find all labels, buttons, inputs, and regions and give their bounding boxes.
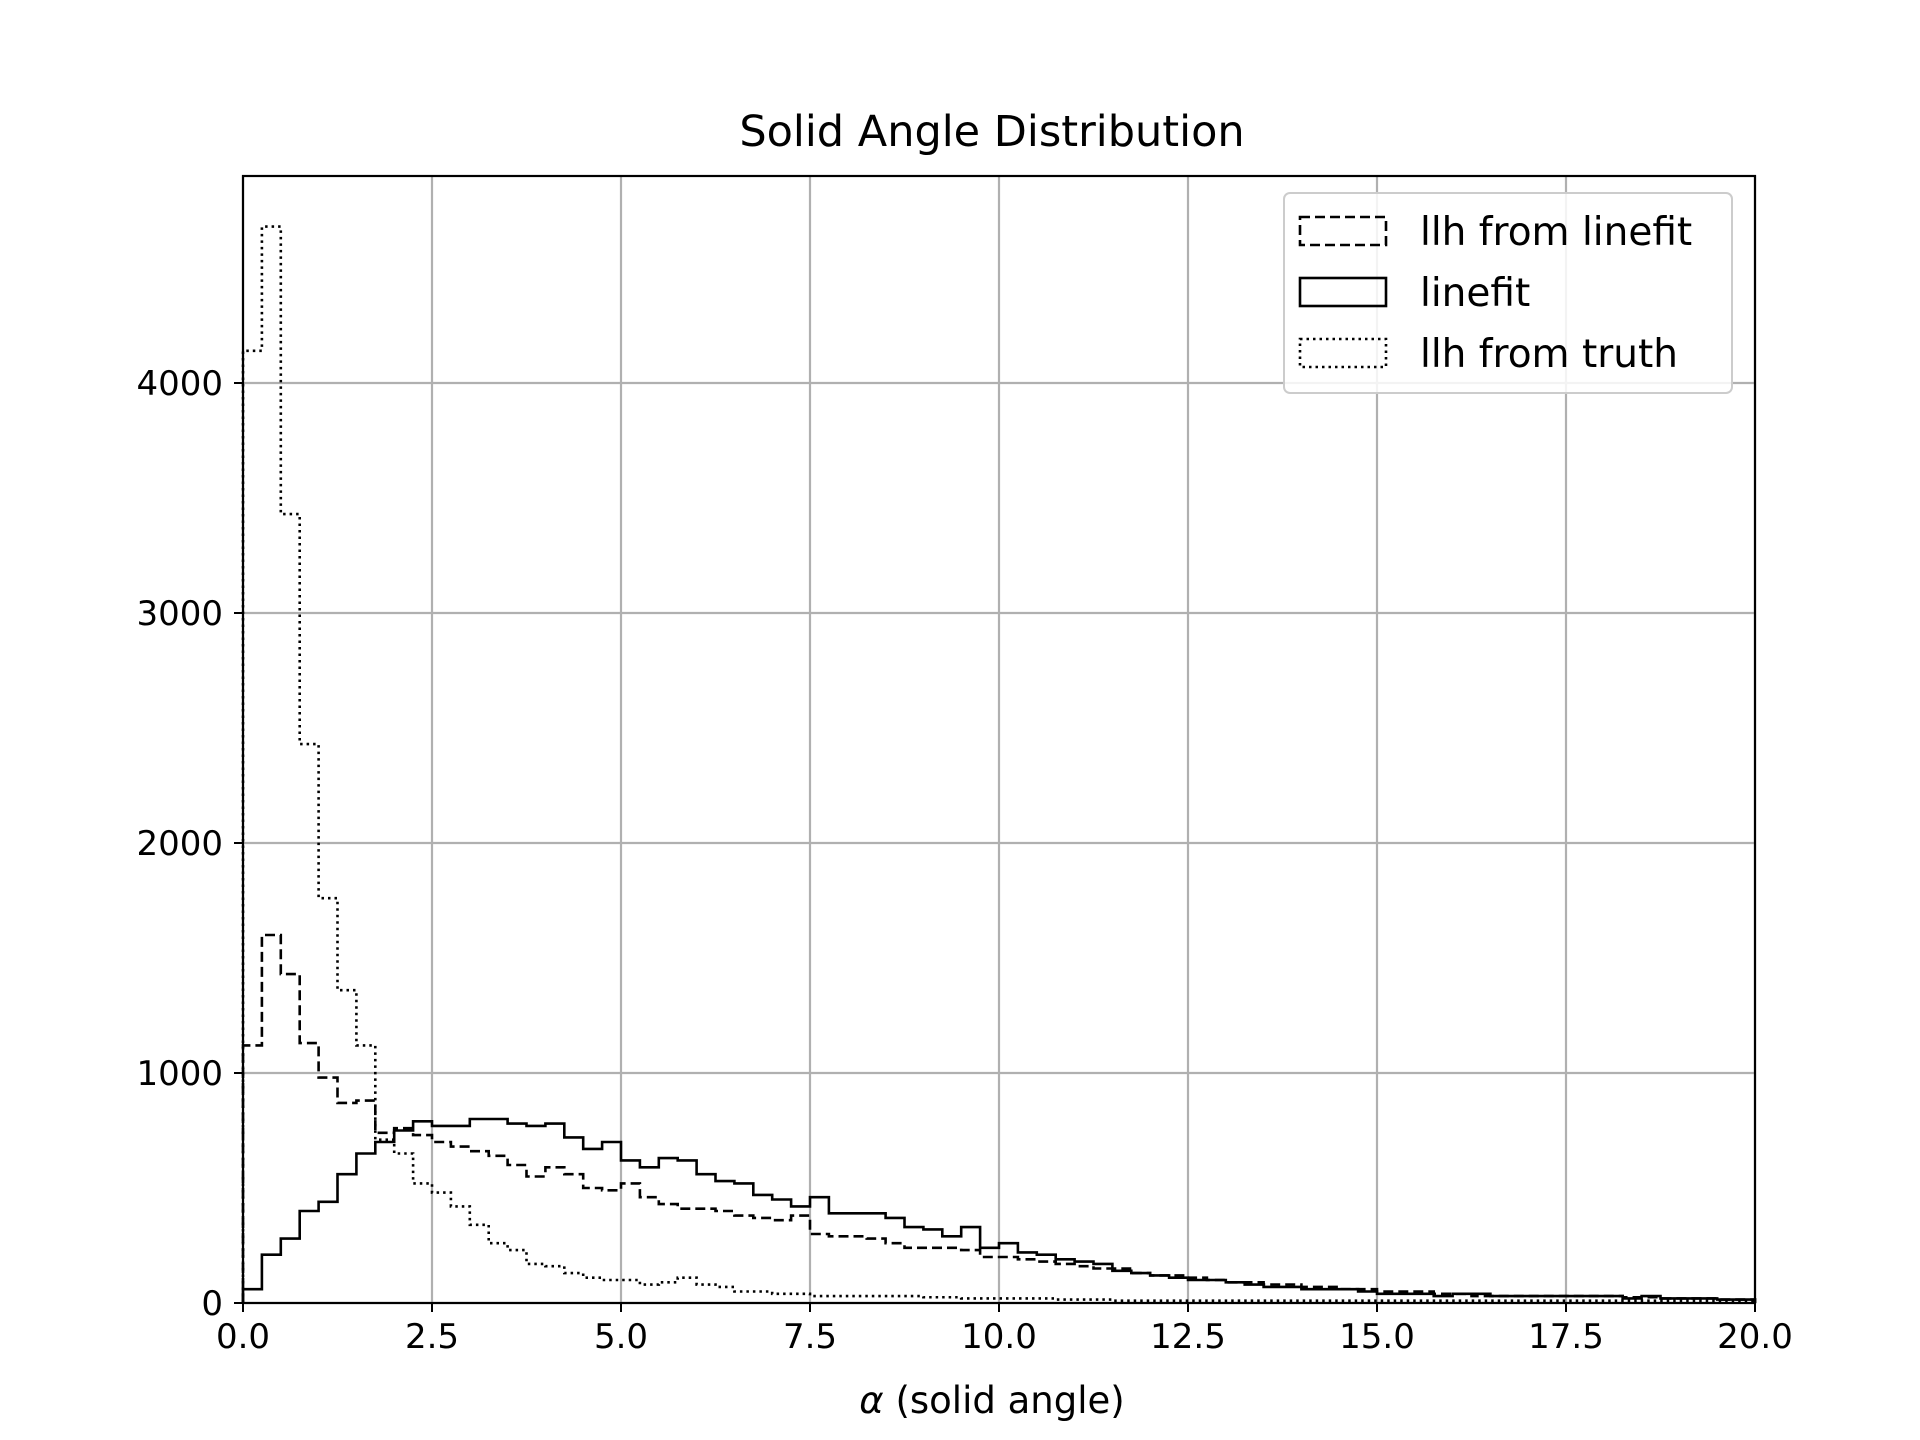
- y-tick-label: 4000: [136, 364, 223, 404]
- legend-swatch-llh-from-linefit: [1298, 215, 1388, 247]
- x-tick-label: 12.5: [1150, 1317, 1226, 1357]
- legend-box: [1283, 192, 1733, 394]
- legend-swatch-llh-from-truth: [1298, 337, 1388, 369]
- x-tick-label: 7.5: [783, 1317, 837, 1357]
- legend-swatch-linefit: [1298, 276, 1388, 308]
- series-llh-from-truth-path: [241, 225, 1757, 1303]
- legend-label-llh-from-truth: llh from truth: [1420, 332, 1678, 377]
- series-group: [241, 225, 1757, 1303]
- x-axis-label: α (solid angle): [859, 1379, 1124, 1422]
- x-tick-label: 20.0: [1717, 1317, 1793, 1357]
- x-tick-label: 17.5: [1528, 1317, 1604, 1357]
- legend-label-linefit: linefit: [1420, 271, 1530, 316]
- x-tick-label: 10.0: [961, 1317, 1037, 1357]
- y-tick-label: 1000: [136, 1054, 223, 1094]
- y-tick-label: 0: [201, 1284, 223, 1324]
- chart-title: Solid Angle Distribution: [739, 107, 1244, 157]
- x-axis-label-symbol: α: [859, 1379, 883, 1422]
- series-llh-from-linefit-path: [241, 933, 1757, 1303]
- x-axis-label-text: (solid angle): [884, 1379, 1125, 1422]
- x-tick-label: 15.0: [1339, 1317, 1415, 1357]
- x-axis-ticks: 0.0 2.5 5.0 7.5 10.0 12.5 15.0 17.5 20.0: [216, 1303, 1793, 1357]
- x-tick-label: 5.0: [594, 1317, 648, 1357]
- y-tick-label: 3000: [136, 594, 223, 634]
- y-tick-label: 2000: [136, 824, 223, 864]
- x-tick-label: 2.5: [405, 1317, 459, 1357]
- x-tick-label: 0.0: [216, 1317, 270, 1357]
- y-axis-ticks: 0 1000 2000 3000 4000: [136, 364, 243, 1324]
- legend-label-llh-from-linefit: llh from linefit: [1420, 210, 1692, 255]
- series-linefit-path: [241, 1117, 1757, 1303]
- legend: llh from linefit linefit llh from truth: [1283, 192, 1733, 394]
